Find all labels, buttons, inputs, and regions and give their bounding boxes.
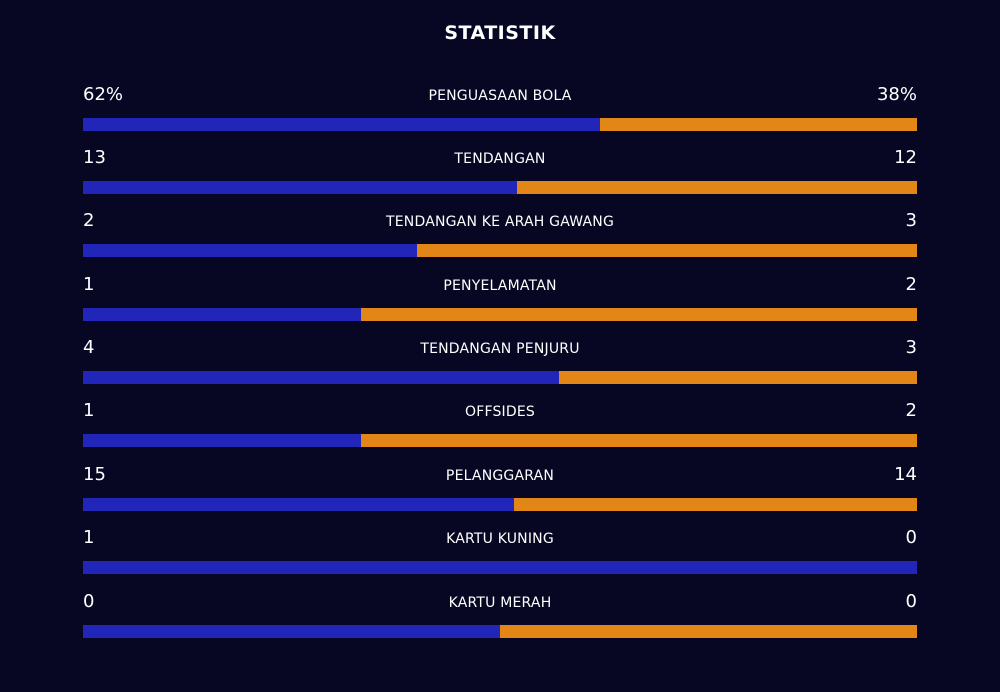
home-value: 4 [83, 337, 95, 358]
comparison-bar [83, 308, 917, 321]
away-share-bar [600, 118, 917, 131]
comparison-bar [83, 625, 917, 638]
stat-row-header: 62% PENGUASAAN BOLA 38% [83, 82, 917, 110]
stat-row-header: 4 TENDANGAN PENJURU 3 [83, 335, 917, 363]
home-value: 15 [83, 464, 106, 485]
stat-label: OFFSIDES [464, 404, 535, 420]
stat-row-header: 15 PELANGGARAN 14 [83, 462, 917, 490]
stat-label: TENDANGAN PENJURU [420, 341, 580, 357]
stat-label: TENDANGAN KE ARAH GAWANG [385, 214, 614, 230]
home-share-bar [83, 308, 361, 321]
stat-label: PENGUASAAN BOLA [428, 88, 572, 104]
comparison-bar [83, 498, 917, 511]
stat-row: 15 PELANGGARAN 14 [83, 462, 917, 514]
home-share-bar [83, 498, 515, 511]
comparison-bar [83, 371, 917, 384]
home-value: 13 [83, 147, 106, 168]
away-share-bar [416, 244, 917, 257]
away-value: 3 [905, 337, 917, 358]
stat-row: 1 KARTU KUNING 0 [83, 525, 917, 577]
home-share-bar [83, 181, 517, 194]
stat-label: PENYELAMATAN [443, 278, 557, 294]
comparison-bar [83, 434, 917, 447]
home-value: 1 [83, 274, 95, 295]
comparison-bar [83, 181, 917, 194]
statistics-title: STATISTIK [444, 22, 556, 44]
away-value: 38% [876, 84, 917, 105]
stat-label: PELANGGARAN [445, 468, 555, 484]
away-value: 14 [894, 464, 917, 485]
stat-row-header: 1 OFFSIDES 2 [83, 398, 917, 426]
stat-row: 0 KARTU MERAH 0 [83, 589, 917, 641]
home-value: 1 [83, 527, 95, 548]
home-share-bar [83, 244, 417, 257]
stat-row: 4 TENDANGAN PENJURU 3 [83, 335, 917, 387]
stat-label: KARTU KUNING [446, 531, 554, 547]
home-value: 1 [83, 400, 95, 421]
stat-label: KARTU MERAH [448, 595, 552, 611]
home-value: 2 [83, 210, 95, 231]
away-share-bar [514, 498, 917, 511]
comparison-bar [83, 561, 917, 574]
away-value: 0 [905, 591, 917, 612]
away-value: 2 [905, 400, 917, 421]
away-share-bar [559, 371, 917, 384]
home-share-bar [83, 561, 917, 574]
home-share-bar [83, 625, 500, 638]
stat-row: 13 TENDANGAN 12 [83, 145, 917, 197]
away-share-bar [500, 625, 917, 638]
stat-label: TENDANGAN [454, 151, 546, 167]
stat-row: 2 TENDANGAN KE ARAH GAWANG 3 [83, 208, 917, 260]
stat-row-header: 1 KARTU KUNING 0 [83, 525, 917, 553]
stat-row: 1 PENYELAMATAN 2 [83, 272, 917, 324]
comparison-bar [83, 118, 917, 131]
stat-row-header: 1 PENYELAMATAN 2 [83, 272, 917, 300]
away-value: 12 [894, 147, 917, 168]
away-value: 3 [905, 210, 917, 231]
away-value: 2 [905, 274, 917, 295]
away-value: 0 [905, 527, 917, 548]
home-share-bar [83, 434, 361, 447]
home-share-bar [83, 118, 601, 131]
stat-row-header: 2 TENDANGAN KE ARAH GAWANG 3 [83, 208, 917, 236]
home-share-bar [83, 371, 560, 384]
stat-row-header: 13 TENDANGAN 12 [83, 145, 917, 173]
home-value: 0 [83, 591, 95, 612]
stat-row: 1 OFFSIDES 2 [83, 398, 917, 450]
comparison-bar [83, 244, 917, 257]
stat-row: 62% PENGUASAAN BOLA 38% [83, 82, 917, 134]
home-value: 62% [83, 84, 124, 105]
away-share-bar [360, 308, 917, 321]
away-share-bar [360, 434, 917, 447]
stat-row-header: 0 KARTU MERAH 0 [83, 589, 917, 617]
away-share-bar [516, 181, 917, 194]
